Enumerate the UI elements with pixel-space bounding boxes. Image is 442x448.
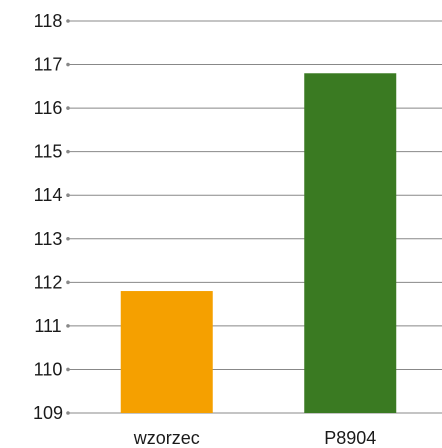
- tick-dot-111: [66, 324, 70, 328]
- y-tick-label: 109: [33, 403, 63, 423]
- bar-p8904: [304, 73, 397, 414]
- y-tick-label: 115: [34, 142, 63, 162]
- tick-dot-110: [66, 367, 70, 372]
- tick-dot-109: [66, 411, 70, 415]
- tick-dot-114: [66, 193, 70, 198]
- tick-dot-115: [66, 149, 70, 154]
- tick-dot-118: [66, 19, 70, 23]
- y-tick-label: 117: [34, 55, 63, 75]
- tick-dot-116: [66, 106, 70, 110]
- bar-wzorzec: [120, 291, 213, 413]
- y-tick-label: 111: [34, 316, 61, 336]
- y-tick-label: 118: [34, 11, 63, 31]
- y-tick-label: 116: [34, 98, 63, 118]
- x-category-label: P8904: [324, 428, 376, 448]
- bars: [120, 73, 397, 414]
- tick-dot-112: [66, 280, 70, 285]
- x-category-label: wzorzec: [133, 428, 200, 448]
- x-axis-labels: wzorzec P8904: [133, 428, 377, 448]
- y-tick-label: 113: [34, 229, 63, 249]
- tick-dot-113: [66, 236, 70, 241]
- y-tick-label: 110: [34, 359, 63, 379]
- tick-dot-117: [66, 62, 70, 67]
- y-tick-label: 114: [34, 185, 63, 205]
- y-tick-label: 112: [34, 272, 63, 292]
- y-axis-ticks: 118 117 116 115 114 113 112 111 110 109: [33, 11, 63, 423]
